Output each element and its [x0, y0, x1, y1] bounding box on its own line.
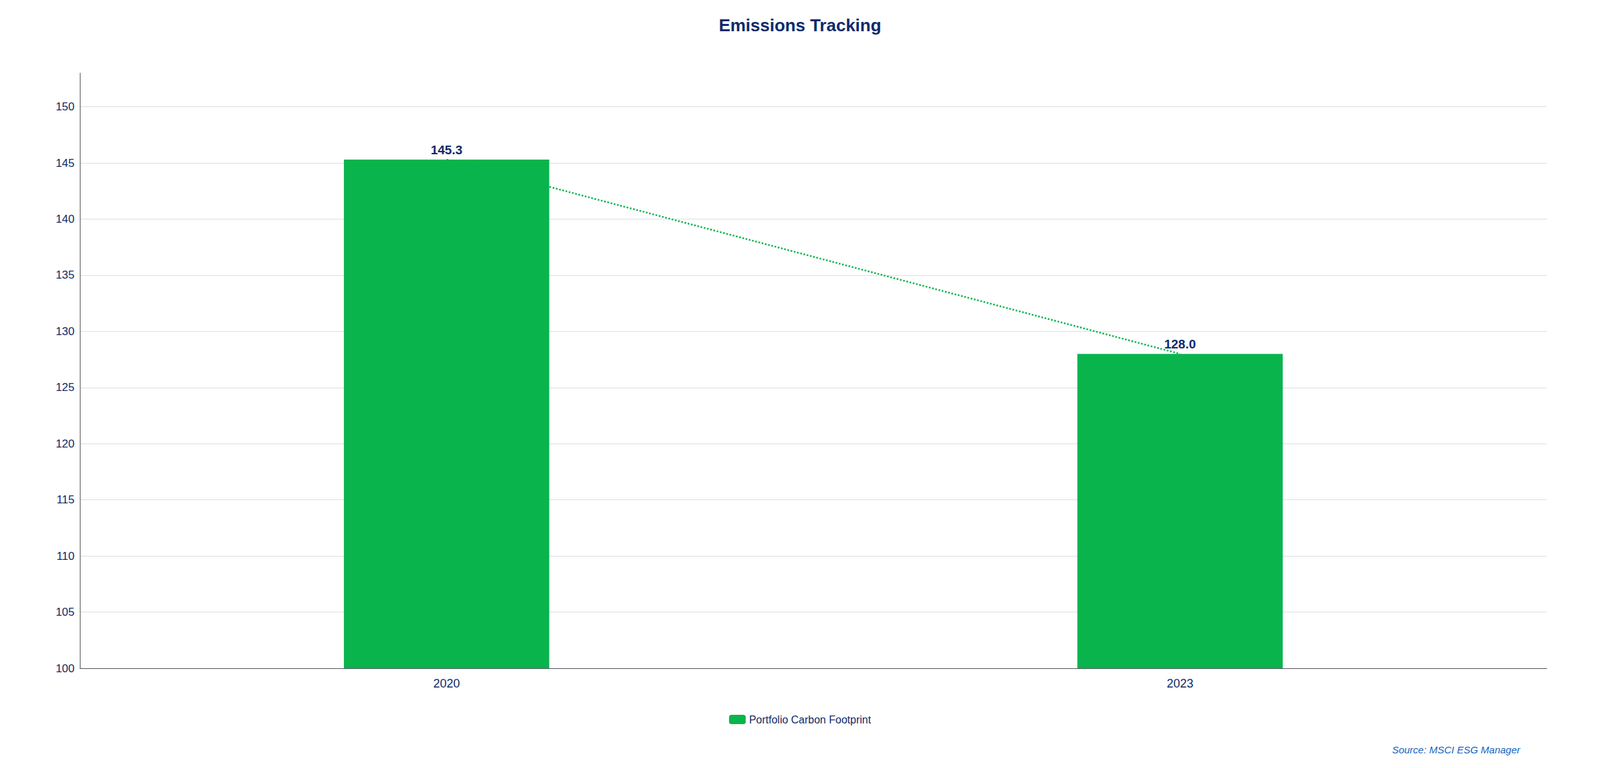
svg-text:105: 105	[55, 606, 75, 619]
svg-text:145: 145	[55, 157, 75, 170]
svg-text:150: 150	[55, 100, 75, 114]
svg-text:125: 125	[55, 381, 75, 394]
svg-text:Source: MSCI ESG Manager: Source: MSCI ESG Manager	[1391, 744, 1521, 756]
svg-text:140: 140	[55, 212, 75, 226]
svg-text:Emissions Tracking: Emissions Tracking	[718, 15, 881, 36]
svg-text:115: 115	[56, 493, 75, 507]
svg-text:145.3: 145.3	[430, 143, 463, 158]
svg-text:Portfolio Carbon Footprint: Portfolio Carbon Footprint	[749, 714, 872, 726]
svg-text:2020: 2020	[433, 677, 460, 691]
svg-text:130: 130	[55, 325, 75, 338]
svg-text:120: 120	[55, 437, 75, 451]
svg-text:2023: 2023	[1166, 677, 1194, 691]
svg-text:128.0: 128.0	[1164, 337, 1197, 352]
svg-text:110: 110	[56, 550, 75, 563]
svg-text:135: 135	[55, 268, 75, 282]
svg-text:100: 100	[55, 662, 75, 676]
